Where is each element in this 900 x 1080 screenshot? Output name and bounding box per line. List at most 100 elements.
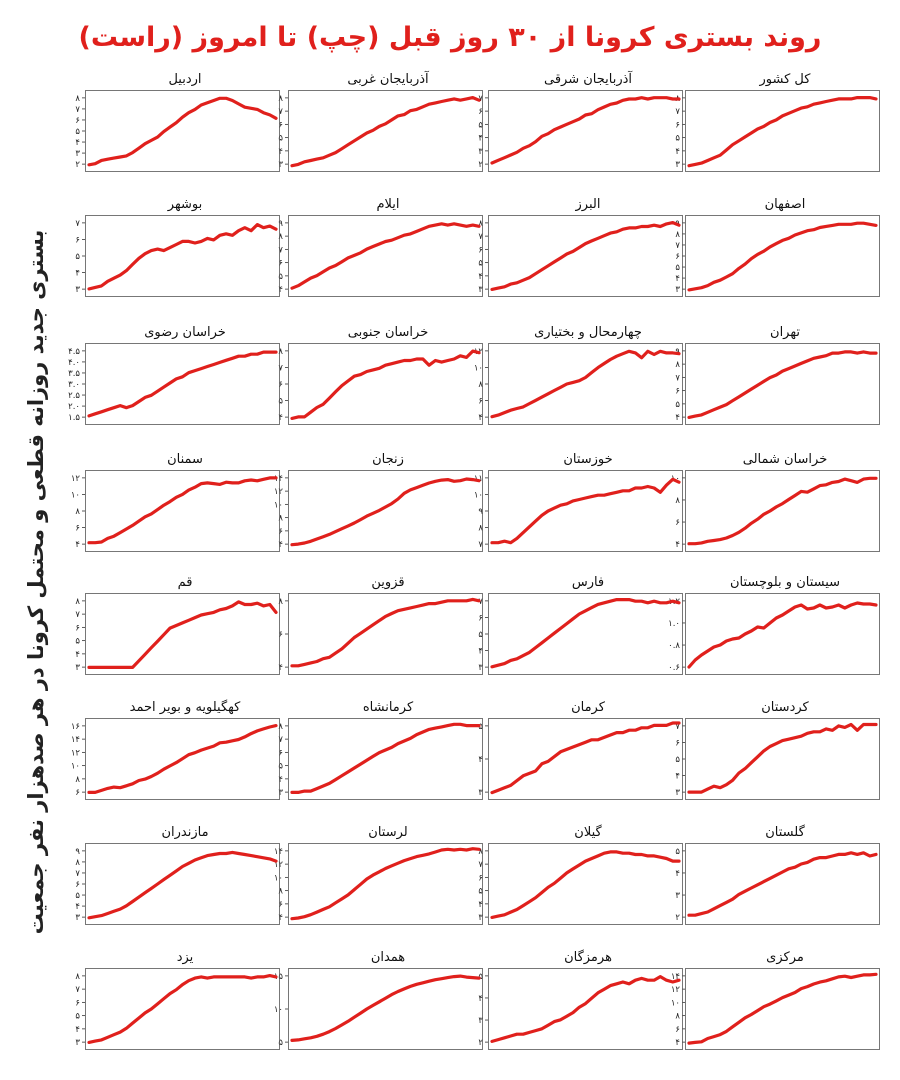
plot-frame <box>685 843 880 925</box>
y-tick-label: ۸ <box>75 858 80 868</box>
panel-chart: خوزستان ۷ ۸ ۹ ۱۰ ۱۱ <box>474 452 688 580</box>
panel-chart: کردستان ۳ ۴ ۵ ۶ ۷ <box>675 700 885 828</box>
plot-frame <box>488 718 683 800</box>
panel-title: لرستان <box>368 825 408 840</box>
y-tick-label: ۸ <box>278 232 283 242</box>
plot-frame <box>85 215 280 297</box>
panel-chart: اردبیل ۲ ۳ ۴ ۵ ۶ ۷ ۸ <box>75 72 285 200</box>
panel-chart: گیلان ۳ ۴ ۵ ۶ ۷ ۸ <box>478 825 688 953</box>
y-tick-label: ۶ <box>478 107 483 117</box>
y-tick-label: ۱۴ <box>274 474 283 484</box>
y-tick-label: ۶ <box>278 900 283 910</box>
y-tick-label: ۴ <box>675 869 680 879</box>
panel-plot: ۳ ۴ ۵ ۶ ۷ ۸ <box>75 968 280 1050</box>
y-tick-label: ۷ <box>278 363 283 373</box>
y-tick-label: ۳ <box>75 285 80 295</box>
panel-plot: ۳ ۴ ۵ ۶ ۷ <box>675 718 880 800</box>
y-tick-label: ۸ <box>75 94 80 104</box>
y-tick-label: ۶ <box>478 613 483 623</box>
y-tick-label: ۵ <box>278 1038 283 1048</box>
panel-chart: مرکزی ۴ ۶ ۸ ۱۰ ۱۲ ۱۴ <box>671 950 885 1078</box>
y-tick-label: ۵ <box>75 252 80 262</box>
panel-title: قزوین <box>371 575 405 590</box>
y-tick-label: ۳ <box>75 663 80 673</box>
y-tick-label: ۱۰ <box>274 500 283 510</box>
plot-frame <box>85 718 280 800</box>
y-tick-label: ۸ <box>278 722 283 732</box>
panel-title: فارس <box>571 575 605 590</box>
y-tick-label: ۷ <box>675 373 680 383</box>
y-tick-label: ۳.۰ <box>68 380 80 390</box>
y-tick-label: ۶ <box>75 116 80 126</box>
series-line <box>290 96 481 168</box>
panel-plot: ۴ ۵ ۶ ۷ ۸ ۹ <box>675 343 880 425</box>
panel-title: خوزستان <box>563 452 613 467</box>
series-line <box>290 477 481 547</box>
y-tick-label: ۴ <box>478 900 483 910</box>
panel-title: آذربایجان غربی <box>347 72 429 87</box>
y-tick-label: ۲.۰ <box>68 402 80 412</box>
series-line <box>687 972 878 1045</box>
y-tick-label: ۶ <box>478 245 483 255</box>
y-tick-label: ۱۲ <box>71 474 81 484</box>
panel-chart: فارس ۳ ۴ ۵ ۶ ۷ <box>478 575 688 703</box>
y-tick-label: ۷ <box>75 985 80 995</box>
plot-frame <box>488 593 683 675</box>
series-line <box>687 722 878 794</box>
series-line <box>87 974 278 1044</box>
series-line <box>490 221 681 291</box>
y-tick-label: ۶ <box>478 397 483 407</box>
y-tick-label: ۴ <box>278 413 283 423</box>
panel-title: البرز <box>575 197 601 212</box>
panel-title: مازندران <box>161 825 209 840</box>
y-tick-label: ۱۴ <box>671 972 680 982</box>
panel-plot: ۳ ۴ ۵ ۶ ۷ ۸ <box>278 718 483 800</box>
y-tick-label: ۸ <box>75 507 80 517</box>
panel-title: اردبیل <box>168 72 202 87</box>
panel-plot: ۳ ۴ ۵ ۶ ۷ ۸ <box>278 90 483 172</box>
y-tick-label: ۵ <box>675 847 680 857</box>
y-tick-label: ۴ <box>278 913 283 923</box>
y-tick-label: ۷ <box>675 241 680 251</box>
panel-chart: تهران ۴ ۵ ۶ ۷ ۸ ۹ <box>675 325 885 453</box>
y-tick-label: ۸ <box>675 230 680 240</box>
y-tick-label: ۷ <box>478 94 483 104</box>
panel-title: یزد <box>176 950 194 965</box>
panel-title: کرمانشاه <box>362 700 414 715</box>
y-tick-label: ۳ <box>478 1016 483 1026</box>
panel-title: هرمزگان <box>564 950 612 965</box>
panel-title: کردستان <box>761 700 809 715</box>
series-line <box>490 349 681 419</box>
y-tick-label: ۵ <box>278 397 283 407</box>
panel-chart: مازندران ۳ ۴ ۵ ۶ ۷ ۸ ۹ <box>75 825 285 953</box>
panel-title: خراسان رضوی <box>144 325 226 340</box>
y-tick-label: ۸ <box>278 597 283 607</box>
panel-title: قم <box>177 575 193 590</box>
series-line <box>490 850 681 919</box>
y-tick-label: ۱۰ <box>71 490 80 500</box>
y-tick-label: ۳ <box>675 160 680 170</box>
y-tick-label: ۶ <box>75 998 80 1008</box>
y-tick-label: ۱۴ <box>71 735 80 745</box>
y-tick-label: ۴ <box>478 272 483 282</box>
panel-chart: آذربایجان غربی ۳ ۴ ۵ ۶ ۷ ۸ <box>278 72 488 200</box>
series-line <box>87 223 278 291</box>
y-tick-label: ۵ <box>75 637 80 647</box>
y-tick-label: ۴ <box>278 775 283 785</box>
y-tick-label: ۴ <box>278 147 283 157</box>
y-tick-label: ۷ <box>478 540 483 550</box>
plot-frame <box>85 968 280 1050</box>
y-tick-label: ۴ <box>75 269 80 279</box>
y-tick-label: ۴ <box>75 1025 80 1035</box>
panel-plot: ۳ ۴ ۵ <box>478 718 683 800</box>
plot-frame <box>488 843 683 925</box>
series-line <box>87 96 278 167</box>
panel-title: مرکزی <box>766 950 804 965</box>
panel-plot: ۴ ۶ ۸ ۱۰ ۱۲ ۱۴ <box>274 470 483 552</box>
y-tick-label: ۶ <box>75 524 80 534</box>
y-tick-label: ۴ <box>478 755 483 765</box>
panel-chart: خراسان شمالی ۴ ۶ ۸ ۱۰ <box>671 452 885 580</box>
panel-chart: بوشهر ۳ ۴ ۵ ۶ ۷ <box>75 197 285 325</box>
